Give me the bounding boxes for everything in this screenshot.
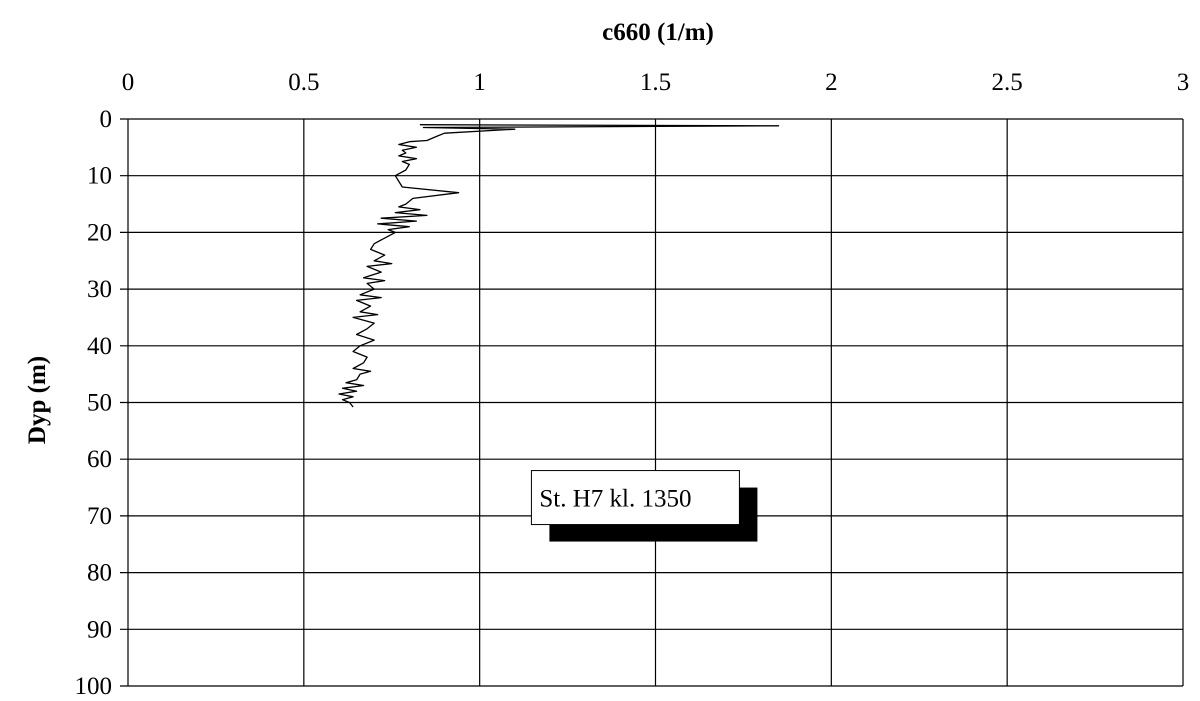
y-axis-title: Dyp (m) xyxy=(24,356,51,444)
y-tick-label: 10 xyxy=(87,163,112,190)
annotation-box: St. H7 kl. 1350 xyxy=(530,470,758,542)
y-tick-label: 0 xyxy=(100,106,113,133)
x-tick-label: 1 xyxy=(473,69,486,96)
y-tick-label: 80 xyxy=(87,560,112,587)
y-tick-labels: 0 10 20 30 40 50 60 70 80 90 100 xyxy=(75,106,113,700)
y-tick-label: 100 xyxy=(75,673,113,700)
x-axis-title: c660 (1/m) xyxy=(602,19,714,46)
series-line xyxy=(338,124,780,408)
y-tick-label: 70 xyxy=(87,503,112,530)
x-tick-label: 0 xyxy=(122,69,135,96)
y-tick-label: 30 xyxy=(87,276,112,303)
x-tick-label: 2.5 xyxy=(992,69,1023,96)
y-tick-label: 40 xyxy=(87,333,112,360)
x-tick-labels: 0 0.5 1 1.5 2 2.5 3 xyxy=(122,69,1190,96)
grid xyxy=(120,118,1184,687)
y-tick-label: 90 xyxy=(87,616,112,643)
y-tick-label: 20 xyxy=(87,219,112,246)
y-tick-label: 50 xyxy=(87,390,112,417)
x-tick-label: 2 xyxy=(825,69,838,96)
x-tick-label: 0.5 xyxy=(288,69,319,96)
annotation-label: St. H7 kl. 1350 xyxy=(539,486,691,513)
annotation-frame xyxy=(530,470,740,526)
x-tick-label: 1.5 xyxy=(640,69,671,96)
y-tick-label: 60 xyxy=(87,446,112,473)
x-tick-label: 3 xyxy=(1177,69,1190,96)
